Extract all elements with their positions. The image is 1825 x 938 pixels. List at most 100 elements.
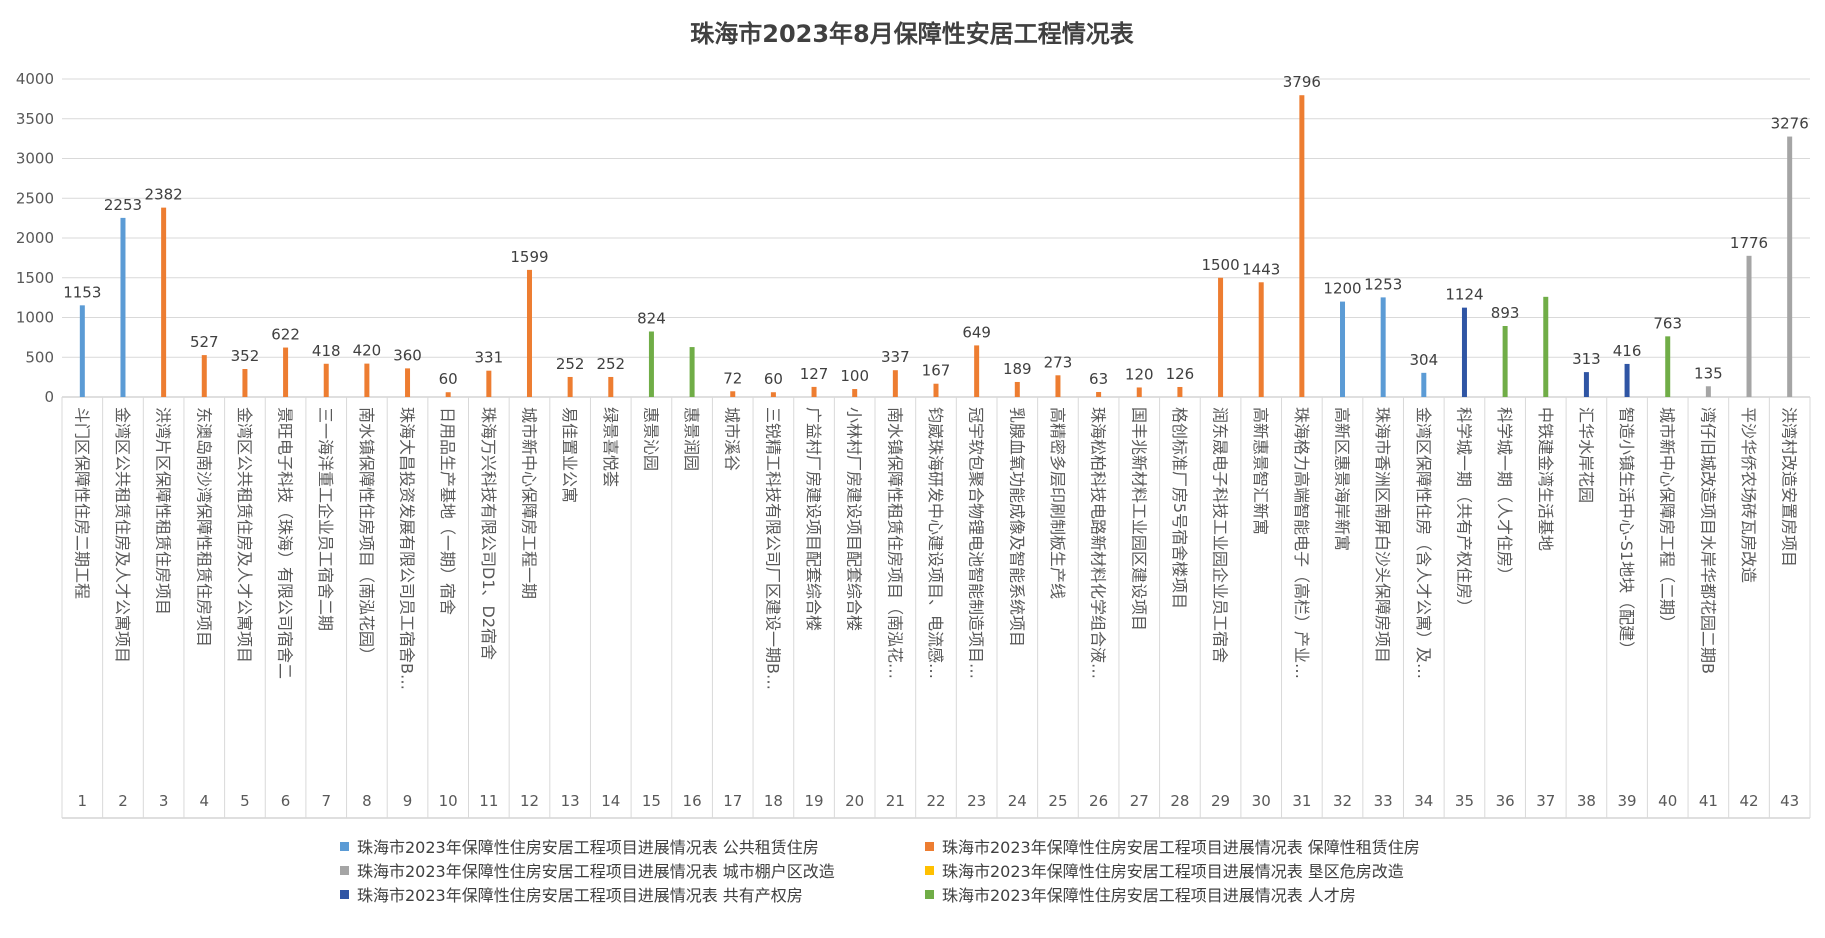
x-category-index: 25 xyxy=(1048,792,1067,810)
legend-swatch xyxy=(340,841,349,851)
x-category-name: 洪湾片区保障性租赁住房项目 xyxy=(154,407,173,615)
bar-31 xyxy=(1299,95,1305,397)
x-category-index: 24 xyxy=(1008,792,1027,810)
bar-2 xyxy=(120,217,126,397)
data-label-32: 1200 xyxy=(1323,280,1361,298)
x-category-index: 33 xyxy=(1374,792,1393,810)
data-label-33: 1253 xyxy=(1364,275,1402,293)
y-tick-label: 2000 xyxy=(16,229,54,247)
x-category-name: 绿景喜悦荟 xyxy=(601,407,620,487)
legend-item: 珠海市2023年保障性住房安居工程项目进展情况表 共有产权房 xyxy=(340,882,803,906)
y-tick-label: 3500 xyxy=(16,110,54,128)
x-category-name: 珠海市香洲区南屏白沙头保障房项目 xyxy=(1373,407,1392,663)
legend-swatch xyxy=(925,889,934,899)
data-label-10: 60 xyxy=(439,370,458,388)
data-label-41: 135 xyxy=(1694,364,1723,382)
x-category-index: 7 xyxy=(321,792,331,810)
x-category-index: 38 xyxy=(1577,792,1596,810)
bar-36 xyxy=(1502,326,1508,397)
x-category-index: 14 xyxy=(601,792,620,810)
x-category-index: 41 xyxy=(1699,792,1718,810)
x-category-name: 洪湾村改造安置房项目 xyxy=(1780,407,1799,567)
legend-swatch xyxy=(340,865,349,875)
data-label-5: 352 xyxy=(231,347,260,365)
x-category-name: 润东晟电子科技工业园企业员工宿舍 xyxy=(1211,407,1230,663)
bars xyxy=(79,95,1793,398)
x-category-index: 13 xyxy=(561,792,580,810)
x-category-index: 37 xyxy=(1536,792,1555,810)
x-category-name: 三一海洋重工企业员工宿舍二期 xyxy=(316,407,335,631)
legend-item: 珠海市2023年保障性住房安居工程项目进展情况表 垦区危房改造 xyxy=(925,858,1404,882)
bar-33 xyxy=(1380,297,1386,397)
bar-42 xyxy=(1746,255,1752,397)
x-category-index: 15 xyxy=(642,792,661,810)
data-label-22: 167 xyxy=(922,362,951,380)
x-category-name: 乳腺血氧功能成像及智能系统项目 xyxy=(1007,407,1026,647)
x-category-name: 城市新中心保障房工程一期 xyxy=(519,407,538,599)
bar-17 xyxy=(730,391,736,397)
data-label-28: 126 xyxy=(1166,365,1195,383)
x-category-index: 4 xyxy=(200,792,210,810)
data-label-26: 63 xyxy=(1089,370,1108,388)
x-category-index: 12 xyxy=(520,792,539,810)
legend-swatch xyxy=(925,841,934,851)
x-category-name: 高新区惠景海岸新寓 xyxy=(1333,407,1352,551)
x-category-index: 8 xyxy=(362,792,372,810)
data-label-14: 252 xyxy=(596,355,625,373)
x-category-index: 30 xyxy=(1252,792,1271,810)
x-category-index: 31 xyxy=(1292,792,1311,810)
data-label-4: 527 xyxy=(190,333,219,351)
bar-39 xyxy=(1624,363,1630,397)
legend-label: 珠海市2023年保障性住房安居工程项目进展情况表 公共租赁住房 xyxy=(357,838,819,857)
data-label-9: 360 xyxy=(393,346,422,364)
x-category-index: 36 xyxy=(1496,792,1515,810)
x-category-index: 27 xyxy=(1130,792,1149,810)
bar-11 xyxy=(486,370,492,397)
bar-29 xyxy=(1218,277,1224,397)
data-label-25: 273 xyxy=(1044,353,1073,371)
x-category-name: 易佳置业公寓 xyxy=(560,407,579,503)
x-category-name: 惠景沁园 xyxy=(641,407,660,471)
data-label-6: 622 xyxy=(271,326,300,344)
x-category-index: 16 xyxy=(683,792,702,810)
x-category-name: 科学城一期（人才住房） xyxy=(1495,407,1514,583)
data-label-31: 3796 xyxy=(1283,73,1321,91)
x-category-index: 42 xyxy=(1739,792,1758,810)
bar-43 xyxy=(1787,136,1793,398)
bar-9 xyxy=(405,368,411,397)
x-category-name: 日用品生产基地（一期）宿舍 xyxy=(438,407,457,615)
x-category-index: 40 xyxy=(1658,792,1677,810)
x-category-name: 高新惠景智汇新寓 xyxy=(1251,407,1270,535)
data-label-13: 252 xyxy=(556,355,585,373)
data-label-21: 337 xyxy=(881,348,910,366)
data-label-11: 331 xyxy=(475,349,504,367)
x-category-index: 28 xyxy=(1170,792,1189,810)
x-category-index: 35 xyxy=(1455,792,1474,810)
x-category-index: 9 xyxy=(403,792,413,810)
data-label-15: 824 xyxy=(637,309,666,327)
x-category-index: 23 xyxy=(967,792,986,810)
x-category-name: 景旺电子科技（珠海）有限公司宿舍二 xyxy=(276,407,295,679)
x-category-name: 南水镇保障性住房项目（南泓花园） xyxy=(357,407,376,663)
x-category-index: 6 xyxy=(281,792,291,810)
bar-23 xyxy=(974,345,980,397)
data-label-36: 893 xyxy=(1491,304,1520,322)
bar-28 xyxy=(1177,386,1183,397)
chart-title: 珠海市2023年8月保障性安居工程情况表 xyxy=(690,20,1134,48)
x-category-name: 广益村厂房建设项目配套综合楼 xyxy=(804,407,823,631)
bar-22 xyxy=(933,383,939,397)
x-axis: 斗门区保障性住房二期工程 1 金湾区公共租赁住房及人才公寓项目 2 洪湾片区保障性租赁住… xyxy=(61,397,1811,819)
y-tick-label: 4000 xyxy=(16,70,54,88)
x-category-index: 32 xyxy=(1333,792,1352,810)
x-category-index: 39 xyxy=(1618,792,1637,810)
x-category-index: 43 xyxy=(1780,792,1799,810)
legend-label: 珠海市2023年保障性住房安居工程项目进展情况表 人才房 xyxy=(942,886,1356,905)
bar-26 xyxy=(1096,391,1102,397)
bar-4 xyxy=(201,355,207,397)
data-label-29: 1500 xyxy=(1201,256,1239,274)
bar-15 xyxy=(648,331,654,397)
bar-8 xyxy=(364,363,370,397)
y-tick-label: 3000 xyxy=(16,150,54,168)
x-category-name: 珠海万兴科技有限公司D1、D2宿舍 xyxy=(479,407,498,660)
